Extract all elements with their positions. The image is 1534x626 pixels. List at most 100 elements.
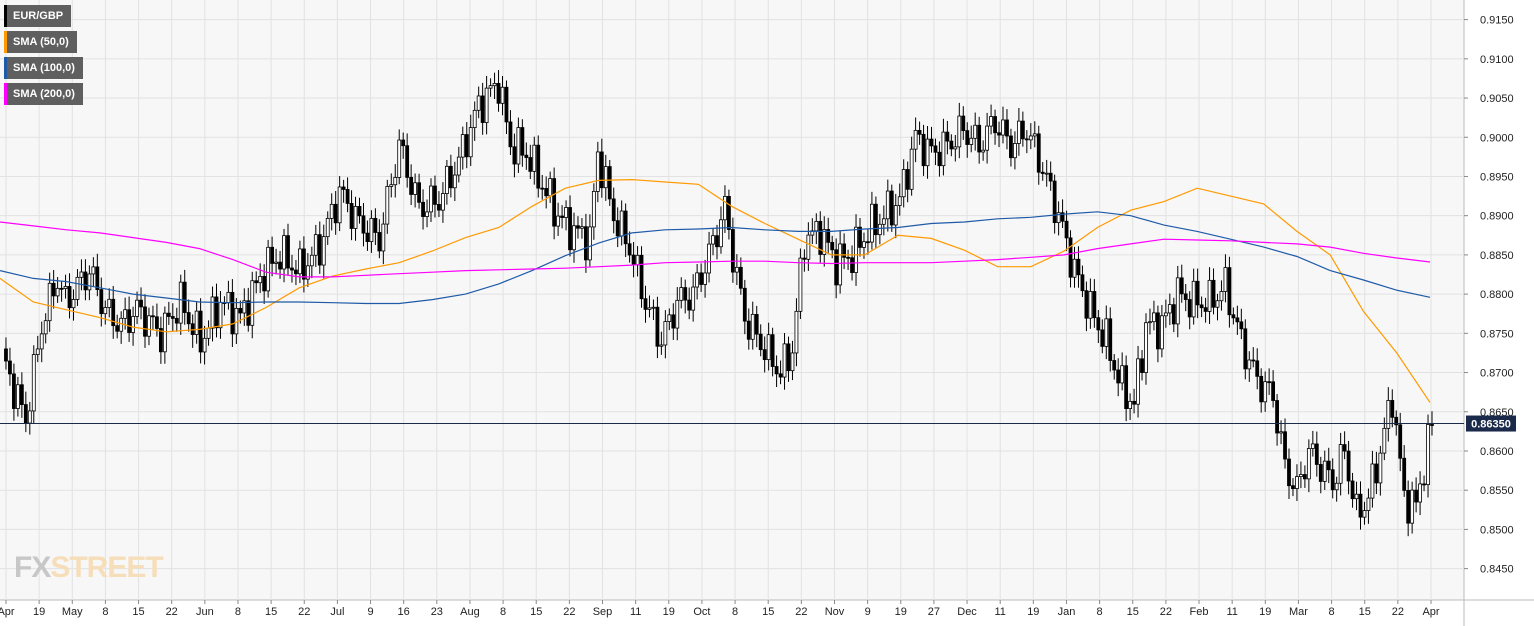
candle-bullish (572, 225, 576, 251)
candle-bearish (846, 256, 850, 259)
candle-bullish (814, 220, 819, 232)
candle-bearish (1080, 274, 1085, 292)
candle-bearish (286, 235, 290, 269)
candle-bullish (1338, 444, 1343, 484)
candle-bearish (349, 203, 354, 229)
candle-bullish (210, 296, 215, 329)
candle-bullish (591, 191, 596, 228)
candle-bullish (476, 95, 481, 111)
candle-bullish (667, 314, 672, 322)
candle-bearish (1326, 460, 1331, 471)
candle-bullish (258, 276, 263, 284)
candle-bullish (1044, 172, 1049, 175)
candle-bearish (1100, 329, 1105, 347)
candle-bearish (850, 257, 854, 273)
x-tick-label: Dec (957, 606, 977, 618)
legend-swatch (4, 57, 7, 79)
candle-bullish (1016, 120, 1021, 144)
candle-bullish (274, 261, 278, 264)
candle-bearish (317, 234, 322, 266)
candle-bullish (91, 266, 96, 275)
candle-bearish (278, 261, 282, 270)
candle-bearish (949, 140, 954, 150)
candle-bullish (973, 124, 978, 139)
candle-bullish (397, 139, 402, 178)
candle-bullish (242, 300, 247, 314)
candle-bearish (770, 334, 775, 367)
candle-bearish (858, 226, 862, 248)
candle-bullish (647, 307, 652, 310)
candle-bearish (746, 320, 751, 340)
y-tick-label: 0.8850 (1480, 250, 1514, 262)
candle-bearish (409, 176, 414, 195)
candle-bullish (925, 138, 930, 167)
candle-bullish (635, 254, 640, 266)
candle-bearish (961, 115, 966, 132)
x-tick-label: 23 (431, 606, 443, 618)
candle-bullish (603, 166, 608, 189)
candle-bullish (595, 151, 600, 192)
x-tick-label: Oct (693, 606, 710, 618)
x-tick-label: 9 (865, 606, 871, 618)
candle-bearish (115, 325, 120, 332)
candle-bearish (1124, 365, 1129, 410)
candle-bullish (393, 177, 398, 186)
candle-bullish (580, 226, 584, 229)
candle-bullish (877, 223, 882, 236)
x-tick-label: 15 (1127, 606, 1139, 618)
candle-bearish (1052, 180, 1057, 224)
y-tick-label: 0.8900 (1480, 211, 1514, 223)
candle-bullish (723, 196, 727, 221)
y-tick-label: 0.9100 (1480, 54, 1514, 66)
candle-bearish (158, 328, 163, 353)
candle-bearish (333, 203, 338, 224)
candle-bearish (584, 226, 588, 261)
candle-bearish (802, 257, 807, 260)
candle-bearish (778, 373, 783, 378)
candle-bearish (560, 215, 564, 218)
candle-bullish (1219, 291, 1224, 302)
candle-bullish (147, 315, 151, 337)
legend-label: SMA (200,0) (7, 83, 83, 105)
candle-bullish (1382, 427, 1387, 454)
candle-bullish (1072, 258, 1077, 278)
candle-bullish (1120, 365, 1125, 384)
candle-bearish (174, 317, 179, 324)
candle-bullish (1370, 463, 1375, 499)
candle-bullish (1056, 212, 1061, 224)
legend-item-sma50[interactable]: SMA (50,0) (4, 31, 83, 53)
candle-bullish (663, 321, 668, 346)
x-tick-label: 11 (1226, 606, 1237, 618)
y-tick-label: 0.8750 (1480, 328, 1514, 340)
y-tick-label: 0.8950 (1480, 171, 1514, 183)
x-tick-label: Jan (1058, 606, 1076, 618)
legend-item-sma200[interactable]: SMA (200,0) (4, 83, 83, 105)
candle-bearish (1342, 444, 1347, 452)
legend-swatch (4, 31, 7, 53)
candle-bearish (433, 185, 437, 205)
candle-bearish (945, 131, 950, 142)
candle-bearish (528, 157, 533, 172)
candle-bullish (913, 129, 918, 150)
x-tick-label: 8 (732, 606, 738, 618)
candle-bearish (1251, 359, 1256, 362)
candle-bullish (1426, 424, 1430, 486)
candle-bullish (63, 286, 68, 289)
legend-item-sma100[interactable]: SMA (100,0) (4, 57, 83, 79)
legend-label: SMA (50,0) (7, 31, 77, 53)
candle-bearish (1199, 304, 1204, 309)
candle-bullish (123, 309, 128, 319)
candle-bearish (1064, 220, 1069, 239)
x-tick-label: 15 (265, 606, 277, 618)
candle-bullish (413, 182, 418, 195)
candle-bullish (385, 186, 390, 225)
candle-bullish (782, 343, 787, 378)
candle-bullish (711, 235, 715, 245)
x-tick-label: 8 (235, 606, 241, 618)
candle-bearish (917, 129, 922, 135)
legend-item-eurgbp[interactable]: EUR/GBP (4, 5, 83, 27)
x-tick-label: Feb (1190, 606, 1209, 618)
candle-bullish (1136, 358, 1140, 405)
candle-bearish (607, 166, 612, 200)
